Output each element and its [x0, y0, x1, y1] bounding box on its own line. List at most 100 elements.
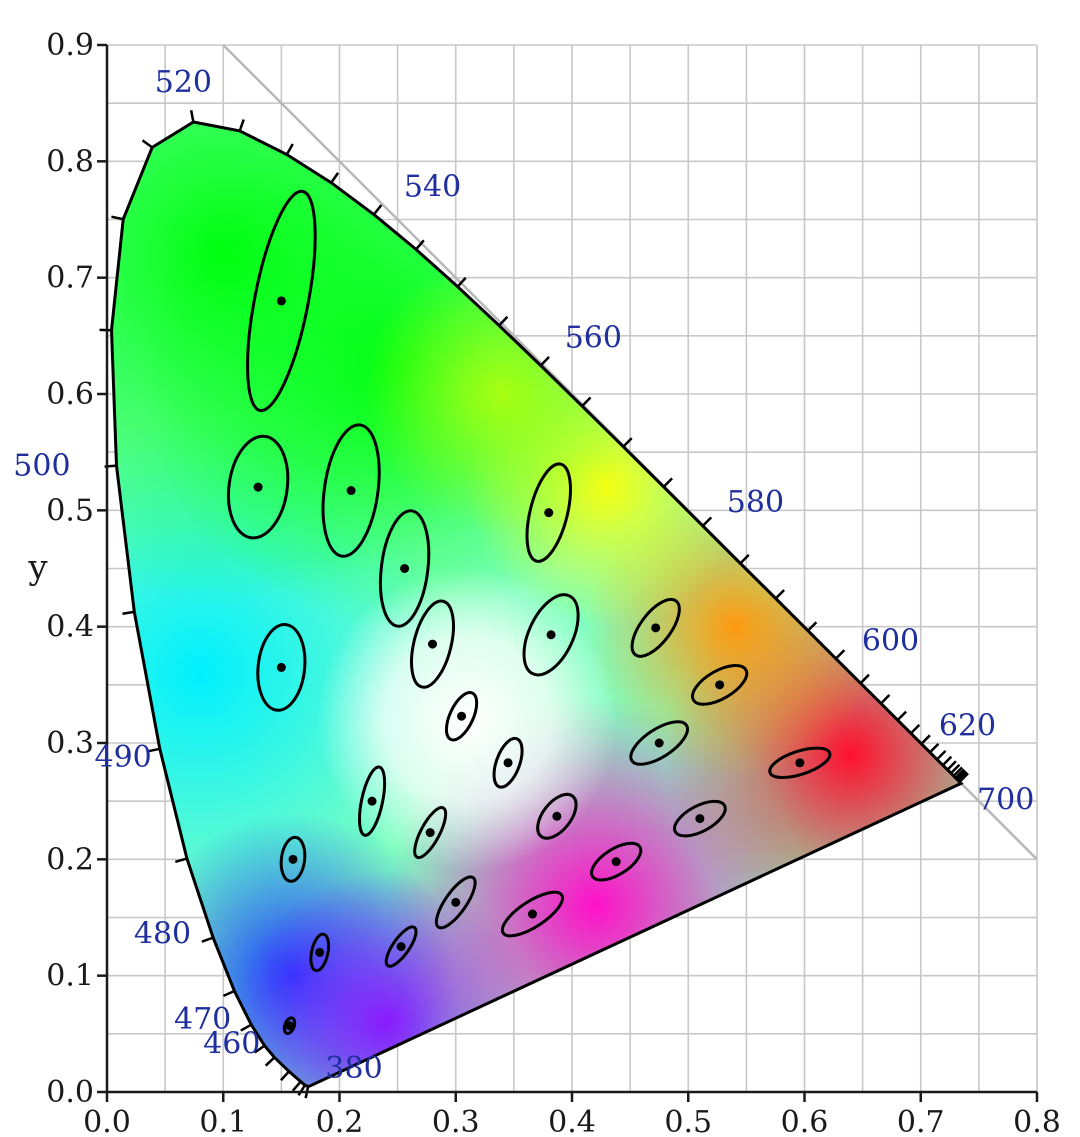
macadam-ellipse [434, 875, 477, 930]
wavelength-tick [622, 437, 633, 448]
wavelength-tick [415, 239, 425, 251]
wavelength-tick [835, 649, 846, 660]
y-tick-label: 0.5 [46, 493, 94, 528]
ellipse-center-point [552, 811, 562, 821]
macadam-ellipse [500, 890, 565, 938]
wavelength-ticks [99, 109, 969, 1099]
y-tick-label: 0.9 [46, 28, 94, 63]
ellipse-center-point [400, 564, 410, 573]
macadam-ellipse [444, 691, 479, 742]
spectral-locus-outline [109, 120, 964, 1088]
macadam-ellipse [630, 597, 681, 658]
wavelength-tick [581, 396, 592, 407]
y-axis-label: y [27, 548, 48, 588]
y-tick-label: 0.3 [46, 726, 94, 761]
wavelength-tick [896, 710, 907, 721]
x-tick-label: 0.7 [897, 1105, 945, 1137]
ellipse-center-point [795, 758, 805, 768]
wavelength-tick [956, 769, 967, 781]
y-tick-label: 0.1 [46, 959, 94, 994]
wavelength-tick [958, 772, 969, 783]
wavelength-tick [291, 1080, 302, 1092]
x-tick-label: 0.3 [432, 1105, 480, 1137]
ellipse-center-point [451, 897, 461, 907]
ellipse-center-point [276, 662, 286, 672]
ellipse-center-point [503, 758, 513, 768]
wavelength-tick [174, 857, 188, 863]
wavelength-tick [909, 723, 921, 735]
wavelength-label-580: 580 [727, 485, 784, 520]
gamut-color-blob [316, 568, 619, 871]
ellipse-center-point [253, 482, 263, 492]
macadam-ellipse [691, 663, 749, 706]
wavelength-label-460: 460 [203, 1026, 260, 1061]
x-tick-label: 0.8 [1013, 1105, 1061, 1137]
macadam-ellipse [629, 720, 690, 766]
wavelength-tick [957, 770, 968, 782]
macadam-ellipse [279, 835, 307, 883]
macadam-ellipses [226, 189, 832, 1036]
wavelength-tick [122, 610, 135, 615]
wavelength-tick [279, 1070, 290, 1082]
ellipse-center-point [654, 738, 664, 748]
wavelength-tick [936, 750, 947, 761]
wavelength-label-700: 700 [977, 782, 1034, 817]
wavelength-tick [456, 276, 467, 288]
wavelength-tick [201, 936, 214, 943]
macadam-ellipse [410, 599, 455, 689]
ellipse-center-point [695, 814, 705, 824]
y-tick-label: 0.7 [46, 261, 94, 296]
wavelength-tick [859, 673, 870, 685]
wavelength-label-560: 560 [565, 320, 622, 355]
ellipse-center-point [527, 909, 537, 919]
wavelength-tick [254, 1044, 266, 1054]
ellipse-center-point [367, 796, 377, 806]
macadam-ellipse [492, 736, 524, 789]
macadam-ellipse [525, 462, 572, 563]
macadam-ellipse [413, 806, 448, 860]
ellipse-center-point [285, 1021, 295, 1031]
wavelength-tick [950, 763, 961, 775]
axis-tick-labels: 0.0 0.1 0.2 0.3 0.4 0.5 0.6 0.7 0.8 0.0 0.1 0.2 0.3 0… [46, 28, 1061, 1137]
ellipse-center-point [288, 854, 298, 864]
wavelength-tick [330, 172, 340, 184]
y-tick-label: 0.6 [46, 377, 94, 412]
ellipse-center-point [715, 680, 725, 690]
wavelength-tick [264, 1056, 276, 1067]
wavelength-tick [662, 477, 673, 488]
macadam-ellipse [309, 932, 331, 973]
y-tick-label: 0.8 [46, 144, 94, 179]
wavelength-label-620: 620 [939, 708, 996, 743]
y-tick-label: 0.4 [46, 610, 94, 645]
wavelength-tick [806, 621, 818, 632]
wavelength-tick [701, 516, 713, 527]
x-tick-label: 0.0 [83, 1105, 131, 1137]
macadam-ellipse [282, 1016, 297, 1036]
macadam-ellipse [358, 765, 387, 837]
y-tick-label: 0.0 [46, 1075, 94, 1110]
ellipse-center-point [457, 711, 467, 721]
ellipse-center-point [346, 486, 356, 496]
wavelength-tick [946, 760, 957, 771]
wavelength-label-520: 520 [155, 65, 212, 100]
wavelength-tick [920, 734, 931, 745]
wavelength-tick [941, 755, 953, 767]
wavelength-tick [372, 204, 383, 216]
ellipse-center-point [276, 296, 286, 306]
axes [97, 43, 1039, 1102]
wavelength-tick [880, 694, 891, 705]
wavelength-tick [240, 1023, 252, 1032]
ellipse-center-point [396, 942, 406, 952]
macadam-ellipse [673, 799, 727, 838]
wavelength-tick [774, 589, 786, 600]
wavelength-label-480: 480 [134, 917, 191, 952]
wavelength-tick [111, 215, 124, 221]
wavelength-tick [141, 139, 153, 149]
wavelength-tick [285, 143, 294, 156]
wavelength-tick [539, 356, 550, 367]
macadam-ellipse [321, 423, 381, 558]
wavelength-tick [954, 768, 965, 779]
macadam-ellipse [246, 189, 317, 413]
